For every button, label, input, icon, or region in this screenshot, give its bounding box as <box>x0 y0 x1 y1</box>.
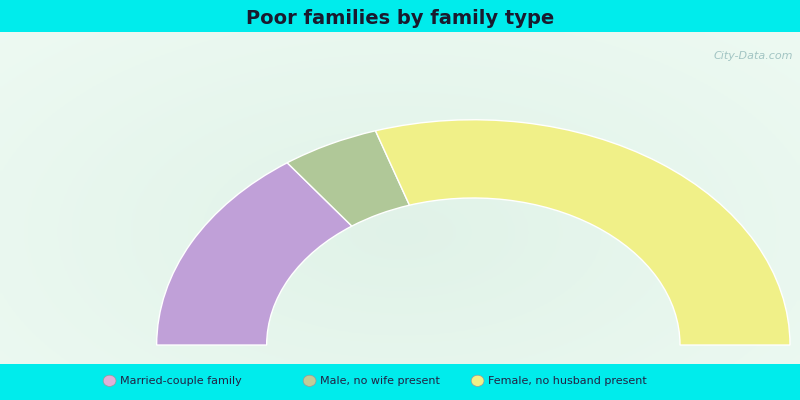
Wedge shape <box>287 131 410 226</box>
Text: City-Data.com: City-Data.com <box>714 51 794 61</box>
Wedge shape <box>375 120 790 345</box>
Text: Poor families by family type: Poor families by family type <box>246 8 554 28</box>
Text: Male, no wife present: Male, no wife present <box>320 376 440 386</box>
Text: Married-couple family: Married-couple family <box>120 376 242 386</box>
Wedge shape <box>157 163 352 345</box>
Text: Female, no husband present: Female, no husband present <box>488 376 646 386</box>
